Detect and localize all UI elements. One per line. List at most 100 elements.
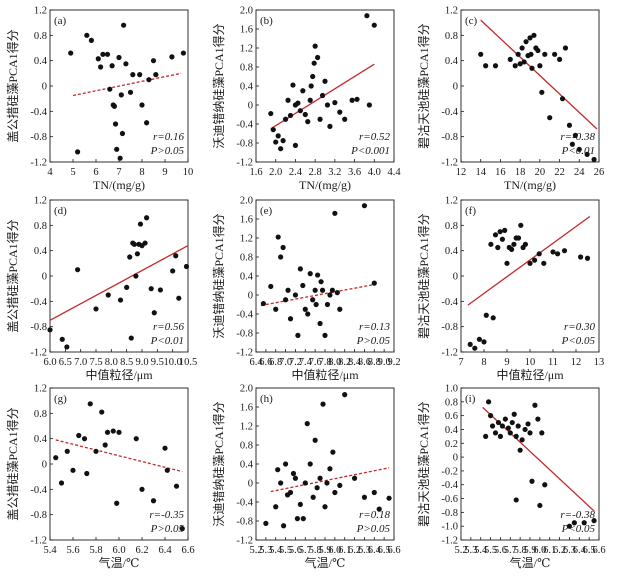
data-point <box>98 64 104 70</box>
r-value: r=0.56 <box>153 321 184 333</box>
data-point <box>591 518 597 524</box>
x-tick-label: 26 <box>594 167 605 178</box>
data-point <box>59 336 65 342</box>
x-tick-label: 8.0 <box>105 357 118 368</box>
chart-panel: 5.25.35.45.55.65.75.85.96.06.16.26.36.46… <box>211 384 401 571</box>
y-tick-label: 0.4 <box>445 246 459 257</box>
x-tick-label: 6.0 <box>43 357 56 368</box>
x-tick-label: 10.0 <box>163 357 181 368</box>
data-point <box>376 506 382 512</box>
data-point <box>483 312 489 318</box>
data-point <box>492 232 499 238</box>
y-tick-label: 0.4 <box>240 82 254 93</box>
x-tick-label: 9 <box>504 357 509 368</box>
x-tick-label: 8 <box>481 357 486 368</box>
data-point <box>124 284 130 290</box>
x-tick-label: 5.6 <box>289 545 302 556</box>
data-point <box>332 100 338 106</box>
chart-panel: 12 14 16 18 20 22 24 26 -1.2 -0.8 -0.4 0 0.4 0.8 1.2 (c… <box>416 6 604 193</box>
x-tick-label: 6.6 <box>592 545 605 556</box>
data-point <box>64 344 70 350</box>
data-point <box>315 54 321 61</box>
panel-label: (h) <box>260 393 273 405</box>
x-tick-label: 1.6 <box>249 167 262 178</box>
y-tick-label: 2.0 <box>240 196 253 207</box>
data-point <box>490 315 496 321</box>
y-tick-label: 0.8 <box>240 63 253 74</box>
data-point <box>518 222 524 228</box>
p-value: P<0.01 <box>150 335 184 347</box>
x-tick-label: 5.7 <box>299 545 312 556</box>
data-point <box>591 156 597 163</box>
x-tick-label: 24 <box>574 167 585 178</box>
data-point <box>150 58 157 64</box>
y-tick-label: 1.2 <box>445 196 458 207</box>
y-tick-label: -0.4 <box>236 498 253 509</box>
x-tick-label: 5.8 <box>89 545 102 556</box>
x-tick-label: 11 <box>548 357 558 368</box>
data-point <box>153 72 159 78</box>
y-tick-label: -0.6 <box>441 494 458 505</box>
data-point <box>114 146 120 152</box>
x-tick-label: 7 <box>458 357 463 368</box>
data-point <box>576 146 582 152</box>
y-tick-label: 0 <box>42 82 47 93</box>
data-point <box>312 43 318 49</box>
data-point <box>320 401 326 407</box>
data-point <box>324 480 330 486</box>
y-tick-label: 0.8 <box>34 221 47 232</box>
data-point <box>121 22 127 28</box>
data-point <box>556 56 563 63</box>
y-tick-label: -1.2 <box>441 348 458 359</box>
data-point <box>282 297 289 303</box>
trend-line <box>49 245 189 321</box>
data-point <box>535 416 541 422</box>
y-tick-label: 0.8 <box>445 397 458 408</box>
x-tick-label: 6.0 <box>328 545 341 556</box>
data-point <box>117 155 123 161</box>
y-tick-label: -0.8 <box>441 322 458 333</box>
x-tick-label: 7.5 <box>89 357 102 368</box>
data-point <box>282 116 289 122</box>
data-point <box>297 266 303 272</box>
data-point <box>285 287 291 293</box>
data-point <box>511 241 517 247</box>
data-point <box>100 51 106 57</box>
data-point <box>270 127 276 133</box>
data-point <box>292 475 299 481</box>
data-point <box>313 301 319 308</box>
data-point <box>278 254 284 260</box>
data-point <box>84 32 90 38</box>
x-tick-label: 6.3 <box>358 545 371 556</box>
data-point <box>128 335 134 341</box>
data-point <box>302 480 308 486</box>
data-point <box>337 482 343 488</box>
data-point <box>523 39 529 45</box>
data-point <box>137 221 144 227</box>
x-tick-label: 5.3 <box>464 545 477 556</box>
p-value: P<0.001 <box>350 145 390 157</box>
x-tick-label: 2.0 <box>269 167 282 178</box>
data-point <box>541 260 547 266</box>
y-tick-label: -0.8 <box>441 132 458 143</box>
data-point <box>280 138 286 144</box>
data-point <box>275 133 281 139</box>
x-tick-label: 5.6 <box>494 545 507 556</box>
data-point <box>481 339 487 345</box>
x-tick-label: 10 <box>525 357 536 368</box>
y-tick-label: -0.4 <box>236 120 253 131</box>
data-point <box>361 494 368 500</box>
data-point <box>294 516 300 522</box>
r-value: r=0.30 <box>564 321 595 333</box>
panel-label: (a) <box>54 15 67 27</box>
y-tick-label: 1.2 <box>34 384 47 395</box>
data-point <box>371 280 377 286</box>
x-tick-label: 6.4 <box>249 357 263 368</box>
data-point <box>366 102 372 108</box>
data-point <box>287 316 294 322</box>
data-point <box>169 54 175 60</box>
data-point <box>497 229 503 235</box>
x-axis-label: 气温/℃ <box>99 555 140 570</box>
y-tick-label: 0.8 <box>240 441 253 452</box>
